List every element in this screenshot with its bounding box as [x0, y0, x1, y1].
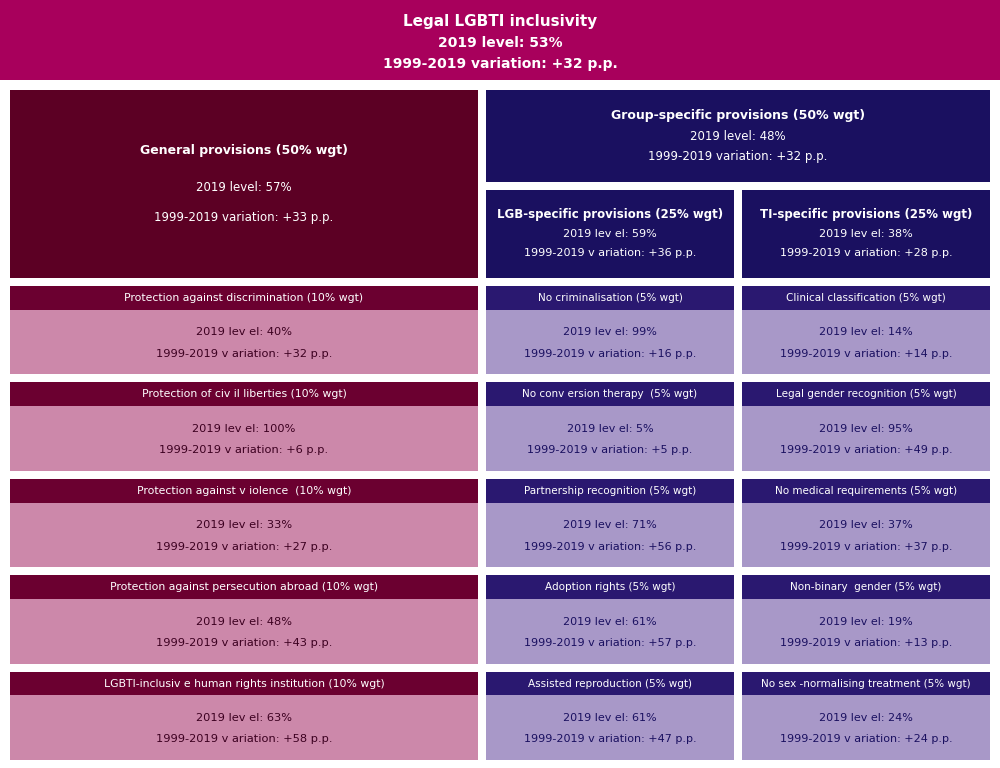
Text: 1999-2019 variation: +32 p.p.: 1999-2019 variation: +32 p.p. — [383, 57, 617, 71]
Text: 2019 lev el: 38%: 2019 lev el: 38% — [819, 229, 913, 239]
Bar — [742, 478, 990, 503]
Bar — [486, 671, 734, 696]
Text: 2019 lev el: 5%: 2019 lev el: 5% — [567, 424, 653, 434]
Text: 1999-2019 v ariation: +14 p.p.: 1999-2019 v ariation: +14 p.p. — [780, 349, 952, 359]
Bar — [10, 90, 478, 278]
Text: Legal LGBTI inclusivity: Legal LGBTI inclusivity — [403, 14, 597, 29]
Text: 2019 lev el: 59%: 2019 lev el: 59% — [563, 229, 657, 239]
Text: 2019 level: 53%: 2019 level: 53% — [438, 36, 562, 50]
Bar — [10, 406, 478, 471]
Text: 2019 lev el: 48%: 2019 lev el: 48% — [196, 617, 292, 627]
Text: No criminalisation (5% wgt): No criminalisation (5% wgt) — [538, 293, 682, 303]
Text: 1999-2019 v ariation: +36 p.p.: 1999-2019 v ariation: +36 p.p. — [524, 248, 696, 258]
Text: Protection against discrimination (10% wgt): Protection against discrimination (10% w… — [124, 293, 364, 303]
Text: 2019 lev el: 14%: 2019 lev el: 14% — [819, 327, 913, 337]
Text: Non-binary  gender (5% wgt): Non-binary gender (5% wgt) — [790, 582, 942, 592]
Text: 1999-2019 variation: +33 p.p.: 1999-2019 variation: +33 p.p. — [154, 211, 334, 224]
Bar — [486, 90, 990, 182]
Bar — [10, 286, 478, 310]
Text: 1999-2019 v ariation: +37 p.p.: 1999-2019 v ariation: +37 p.p. — [780, 541, 952, 551]
Text: 1999-2019 v ariation: +49 p.p.: 1999-2019 v ariation: +49 p.p. — [780, 445, 952, 455]
Text: 1999-2019 v ariation: +24 p.p.: 1999-2019 v ariation: +24 p.p. — [780, 734, 952, 744]
Text: 2019 lev el: 24%: 2019 lev el: 24% — [819, 713, 913, 723]
Text: LGB-specific provisions (25% wgt): LGB-specific provisions (25% wgt) — [497, 208, 723, 221]
Bar — [742, 599, 990, 664]
Text: Group-specific provisions (50% wgt): Group-specific provisions (50% wgt) — [611, 109, 865, 122]
Text: No sex -normalising treatment (5% wgt): No sex -normalising treatment (5% wgt) — [761, 679, 971, 689]
Bar — [10, 503, 478, 568]
Bar — [486, 575, 734, 599]
Text: 2019 lev el: 99%: 2019 lev el: 99% — [563, 327, 657, 337]
Bar — [486, 286, 734, 310]
Bar — [742, 310, 990, 375]
Text: 2019 lev el: 61%: 2019 lev el: 61% — [563, 713, 657, 723]
Bar — [10, 671, 478, 696]
Text: Protection against v iolence  (10% wgt): Protection against v iolence (10% wgt) — [137, 485, 351, 495]
Bar — [10, 310, 478, 375]
Text: 1999-2019 v ariation: +13 p.p.: 1999-2019 v ariation: +13 p.p. — [780, 638, 952, 648]
Bar — [742, 671, 990, 696]
Text: 2019 lev el: 40%: 2019 lev el: 40% — [196, 327, 292, 337]
Bar — [10, 382, 478, 406]
Bar — [486, 478, 734, 503]
Text: 1999-2019 variation: +32 p.p.: 1999-2019 variation: +32 p.p. — [648, 150, 828, 163]
Text: Adoption rights (5% wgt): Adoption rights (5% wgt) — [545, 582, 675, 592]
Text: General provisions (50% wgt): General provisions (50% wgt) — [140, 144, 348, 157]
Bar — [486, 190, 734, 278]
Text: 1999-2019 v ariation: +47 p.p.: 1999-2019 v ariation: +47 p.p. — [524, 734, 696, 744]
Text: 2019 lev el: 33%: 2019 lev el: 33% — [196, 520, 292, 530]
Bar — [486, 599, 734, 664]
Text: 2019 lev el: 71%: 2019 lev el: 71% — [563, 520, 657, 530]
Text: 2019 lev el: 63%: 2019 lev el: 63% — [196, 713, 292, 723]
Text: 1999-2019 v ariation: +32 p.p.: 1999-2019 v ariation: +32 p.p. — [156, 349, 332, 359]
Text: 1999-2019 v ariation: +6 p.p.: 1999-2019 v ariation: +6 p.p. — [159, 445, 329, 455]
Bar — [742, 190, 990, 278]
Text: No medical requirements (5% wgt): No medical requirements (5% wgt) — [775, 485, 957, 495]
Bar — [742, 382, 990, 406]
Bar — [10, 478, 478, 503]
Text: Assisted reproduction (5% wgt): Assisted reproduction (5% wgt) — [528, 679, 692, 689]
Bar — [742, 503, 990, 568]
Bar — [10, 599, 478, 664]
Text: Clinical classification (5% wgt): Clinical classification (5% wgt) — [786, 293, 946, 303]
Bar — [742, 406, 990, 471]
Text: 1999-2019 v ariation: +16 p.p.: 1999-2019 v ariation: +16 p.p. — [524, 349, 696, 359]
Text: Protection against persecution abroad (10% wgt): Protection against persecution abroad (1… — [110, 582, 378, 592]
Text: 1999-2019 v ariation: +43 p.p.: 1999-2019 v ariation: +43 p.p. — [156, 638, 332, 648]
Text: 2019 lev el: 95%: 2019 lev el: 95% — [819, 424, 913, 434]
Text: Legal gender recognition (5% wgt): Legal gender recognition (5% wgt) — [776, 389, 956, 399]
Bar — [742, 696, 990, 760]
Bar — [486, 503, 734, 568]
Bar — [742, 575, 990, 599]
Bar — [10, 696, 478, 760]
Bar — [10, 575, 478, 599]
Text: LGBTI-inclusiv e human rights institution (10% wgt): LGBTI-inclusiv e human rights institutio… — [104, 679, 384, 689]
Bar — [486, 382, 734, 406]
Text: 1999-2019 v ariation: +5 p.p.: 1999-2019 v ariation: +5 p.p. — [527, 445, 693, 455]
Text: 2019 lev el: 100%: 2019 lev el: 100% — [192, 424, 296, 434]
Text: 1999-2019 v ariation: +57 p.p.: 1999-2019 v ariation: +57 p.p. — [524, 638, 696, 648]
Text: 1999-2019 v ariation: +28 p.p.: 1999-2019 v ariation: +28 p.p. — [780, 248, 952, 258]
Text: Partnership recognition (5% wgt): Partnership recognition (5% wgt) — [524, 485, 696, 495]
Bar — [486, 696, 734, 760]
Text: TI-specific provisions (25% wgt): TI-specific provisions (25% wgt) — [760, 208, 972, 221]
Text: 2019 lev el: 61%: 2019 lev el: 61% — [563, 617, 657, 627]
Text: 1999-2019 v ariation: +58 p.p.: 1999-2019 v ariation: +58 p.p. — [156, 734, 332, 744]
Text: 2019 level: 48%: 2019 level: 48% — [690, 130, 786, 143]
Bar — [486, 310, 734, 375]
Text: 2019 lev el: 19%: 2019 lev el: 19% — [819, 617, 913, 627]
Bar — [742, 286, 990, 310]
Text: Protection of civ il liberties (10% wgt): Protection of civ il liberties (10% wgt) — [142, 389, 346, 399]
Bar — [0, 0, 1000, 80]
Text: 1999-2019 v ariation: +56 p.p.: 1999-2019 v ariation: +56 p.p. — [524, 541, 696, 551]
Bar — [486, 406, 734, 471]
Text: 2019 level: 57%: 2019 level: 57% — [196, 181, 292, 194]
Text: 2019 lev el: 37%: 2019 lev el: 37% — [819, 520, 913, 530]
Text: 1999-2019 v ariation: +27 p.p.: 1999-2019 v ariation: +27 p.p. — [156, 541, 332, 551]
Text: No conv ersion therapy  (5% wgt): No conv ersion therapy (5% wgt) — [522, 389, 698, 399]
